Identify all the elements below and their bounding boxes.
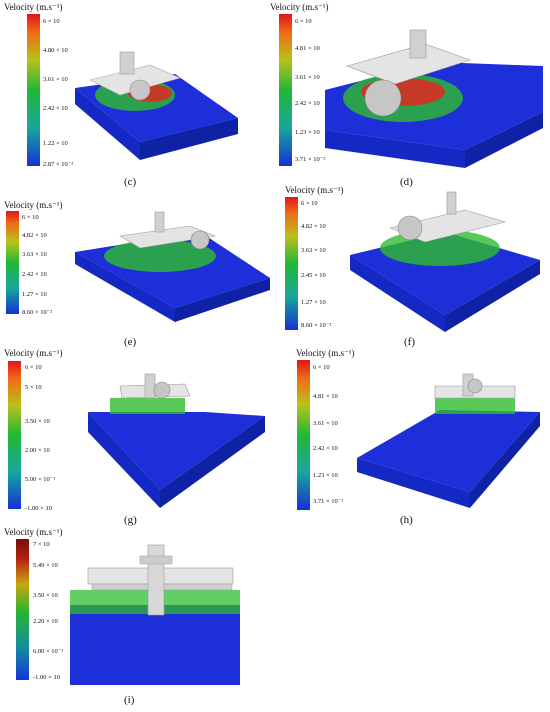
colorbar-tick: 6 × 10	[313, 364, 330, 371]
colorbar-tick: 6 × 10	[22, 214, 39, 221]
legend-title: Velocity (m.s⁻¹)	[296, 348, 355, 358]
colorbar-tick: 2.42 × 10	[295, 100, 320, 107]
simulation-render-g	[88, 373, 265, 508]
colorbar-tick: 6 × 10	[43, 18, 60, 25]
colorbar-tick: 3.71 × 10⁻²	[295, 156, 326, 163]
colorbar-tick: 2.20 × 10	[33, 618, 58, 625]
colorbar-tick: -1.00 × 10	[25, 505, 52, 512]
colorbar-tick: 4.81 × 10	[313, 393, 338, 400]
colorbar-tick: 6 × 10	[301, 200, 318, 207]
simulation-render-i	[70, 544, 240, 685]
colorbar-tick: 2.87 × 10⁻²	[43, 161, 74, 168]
colorbar-tick: 1.23 × 10	[313, 472, 338, 479]
colorbar-tick: 7 × 10	[33, 541, 50, 548]
colorbar-tick: 1.22 × 10	[43, 140, 68, 147]
colorbar-tick: 3.61 × 10	[43, 76, 68, 83]
colorbar-tick: 3.71 × 10⁻²	[313, 498, 344, 505]
colorbar-tick: 4.82 × 10	[301, 223, 326, 230]
panel-caption: (i)	[124, 694, 135, 706]
legend-title: Velocity (m.s⁻¹)	[4, 200, 63, 210]
colorbar-tick: 4.80 × 10	[43, 47, 68, 54]
panel-caption: (g)	[124, 514, 137, 526]
colorbar-tick: 1.27 × 10	[301, 299, 326, 306]
colorbar-tick: 8.60 × 10⁻²	[22, 309, 53, 316]
colorbar	[27, 14, 40, 166]
colorbar	[285, 197, 298, 330]
colorbar	[6, 211, 19, 314]
panel-caption: (h)	[400, 514, 413, 526]
legend-title: Velocity (m.s⁻¹)	[285, 185, 344, 195]
colorbar-tick: 8.60 × 10⁻²	[301, 322, 332, 329]
simulation-render-f	[350, 191, 540, 332]
panel-caption: (d)	[400, 176, 413, 188]
colorbar-tick: 3.50 × 10	[25, 418, 50, 425]
colorbar-tick: 2.42 × 10	[313, 445, 338, 452]
colorbar-tick: 3.61 × 10	[313, 420, 338, 427]
colorbar-tick: 1.23 × 10	[295, 129, 320, 136]
simulation-render-e	[75, 211, 270, 322]
colorbar-tick: 6.00 × 10⁻¹	[33, 648, 64, 655]
colorbar-tick: 2.45 × 10	[301, 272, 326, 279]
legend-title: Velocity (m.s⁻¹)	[4, 348, 63, 358]
colorbar-tick: 5.49 × 10	[33, 562, 58, 569]
colorbar-tick: 3.50 × 10	[33, 592, 58, 599]
colorbar-tick: 5 × 10	[25, 384, 42, 391]
colorbar-tick: 3.63 × 10	[301, 247, 326, 254]
legend-title: Velocity (m.s⁻¹)	[4, 527, 63, 537]
colorbar-tick: 2.42 × 10	[43, 105, 68, 112]
colorbar-tick: 2.00 × 10	[25, 447, 50, 454]
colorbar-tick: -1.00 × 10	[33, 674, 60, 681]
colorbar-tick: 3.61 × 10	[295, 74, 320, 81]
panel-caption: (f)	[404, 336, 415, 348]
colorbar	[279, 14, 292, 166]
simulation-render-c	[75, 51, 238, 160]
colorbar-tick: 6 × 10	[295, 18, 312, 25]
panel-caption: (c)	[124, 176, 137, 188]
colorbar-tick: 2.42 × 10	[22, 271, 47, 278]
colorbar-tick: 1.27 × 10	[22, 291, 47, 298]
legend-title: Velocity (m.s⁻¹)	[4, 2, 63, 12]
legend-title: Velocity (m.s⁻¹)	[270, 2, 329, 12]
colorbar	[16, 539, 29, 680]
colorbar	[8, 361, 21, 509]
colorbar-tick: 5.00 × 10⁻¹	[25, 476, 56, 483]
colorbar-tick: 6 × 10	[25, 364, 42, 371]
colorbar	[297, 360, 310, 510]
simulation-render-h	[357, 373, 540, 508]
colorbar-tick: 4.81 × 10	[295, 45, 320, 52]
panel-caption: (e)	[124, 336, 137, 348]
simulation-render-d	[325, 29, 543, 168]
colorbar-tick: 4.82 × 10	[22, 232, 47, 239]
colorbar-tick: 3.63 × 10	[22, 251, 47, 258]
